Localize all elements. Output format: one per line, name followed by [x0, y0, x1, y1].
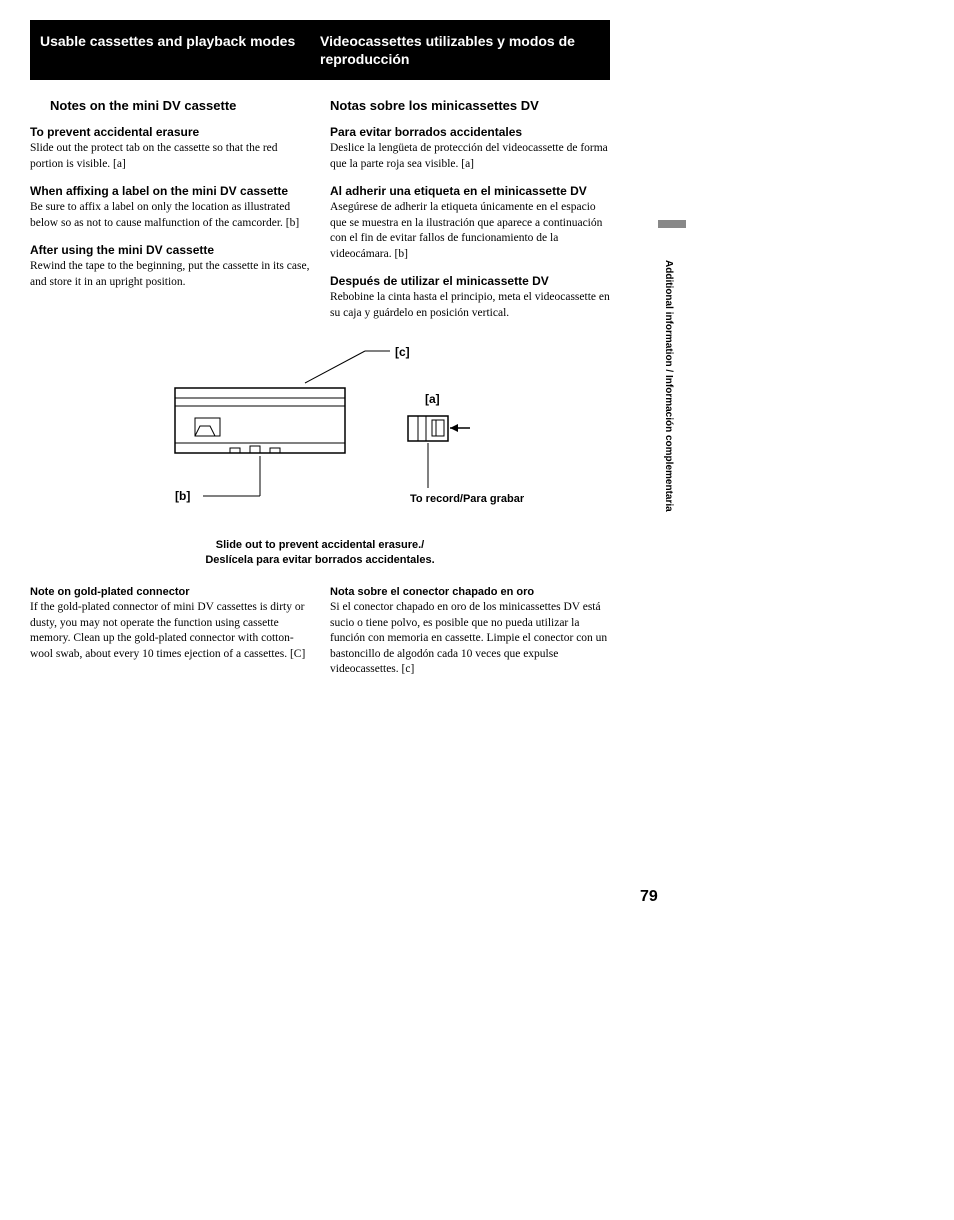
side-marker — [658, 220, 686, 228]
header-bar: Usable cassettes and playback modes Vide… — [30, 20, 610, 80]
left-heading: Notes on the mini DV cassette — [50, 98, 310, 113]
header-title-en: Usable cassettes and playback modes — [40, 32, 320, 50]
right-s3h: Después de utilizar el minicassette DV — [330, 274, 610, 288]
main-content: Notes on the mini DV cassette To prevent… — [30, 98, 610, 327]
bottom-left-heading: Note on gold-plated connector — [30, 586, 310, 598]
figure-caption: Slide out to prevent accidental erasure.… — [30, 538, 610, 569]
right-s1t: Deslice la lengüeta de protección del vi… — [330, 141, 610, 172]
cassette-diagram: [c] [b] [a] To record/Para grabar — [30, 338, 610, 538]
bottom-right-text: Si el conector chapado en oro de los min… — [330, 600, 610, 678]
label-b-text: [b] — [175, 489, 190, 503]
left-s2t: Be sure to affix a label on only the loc… — [30, 200, 310, 231]
right-column: Notas sobre los minicassettes DV Para ev… — [325, 98, 610, 327]
left-s2h: When affixing a label on the mini DV cas… — [30, 184, 310, 198]
side-tab-text: Additional information / Información com… — [663, 260, 674, 512]
right-s1h: Para evitar borrados accidentales — [330, 125, 610, 139]
caption-line2: Deslícela para evitar borrados accidenta… — [205, 554, 434, 566]
left-s1t: Slide out the protect tab on the cassett… — [30, 141, 310, 172]
bottom-content: Note on gold-plated connector If the gol… — [30, 586, 610, 684]
to-record-text: To record/Para grabar — [410, 493, 525, 505]
caption-line1: Slide out to prevent accidental erasure.… — [216, 539, 424, 551]
right-heading: Notas sobre los minicassettes DV — [330, 98, 610, 113]
page-number: 79 — [640, 888, 658, 906]
header-left: Usable cassettes and playback modes — [40, 32, 320, 68]
bottom-left-text: If the gold-plated connector of mini DV … — [30, 600, 310, 662]
left-s1h: To prevent accidental erasure — [30, 125, 310, 139]
figure-area: [c] [b] [a] To record/Para grabar — [30, 338, 610, 538]
bottom-right-heading: Nota sobre el conector chapado en oro — [330, 586, 610, 598]
bottom-left: Note on gold-plated connector If the gol… — [30, 586, 325, 684]
right-s3t: Rebobine la cinta hasta el principio, me… — [330, 290, 610, 321]
bottom-right: Nota sobre el conector chapado en oro Si… — [325, 586, 610, 684]
header-title-es: Videocassettes utilizables y modos de re… — [320, 32, 600, 68]
left-s3h: After using the mini DV cassette — [30, 243, 310, 257]
right-s2t: Asegúrese de adherir la etiqueta únicame… — [330, 200, 610, 262]
left-s3t: Rewind the tape to the beginning, put th… — [30, 259, 310, 290]
right-s2h: Al adherir una etiqueta en el minicasset… — [330, 184, 610, 198]
header-right: Videocassettes utilizables y modos de re… — [320, 32, 600, 68]
label-a-text: [a] — [425, 392, 440, 406]
left-column: Notes on the mini DV cassette To prevent… — [30, 98, 325, 327]
label-c-text: [c] — [395, 345, 410, 359]
